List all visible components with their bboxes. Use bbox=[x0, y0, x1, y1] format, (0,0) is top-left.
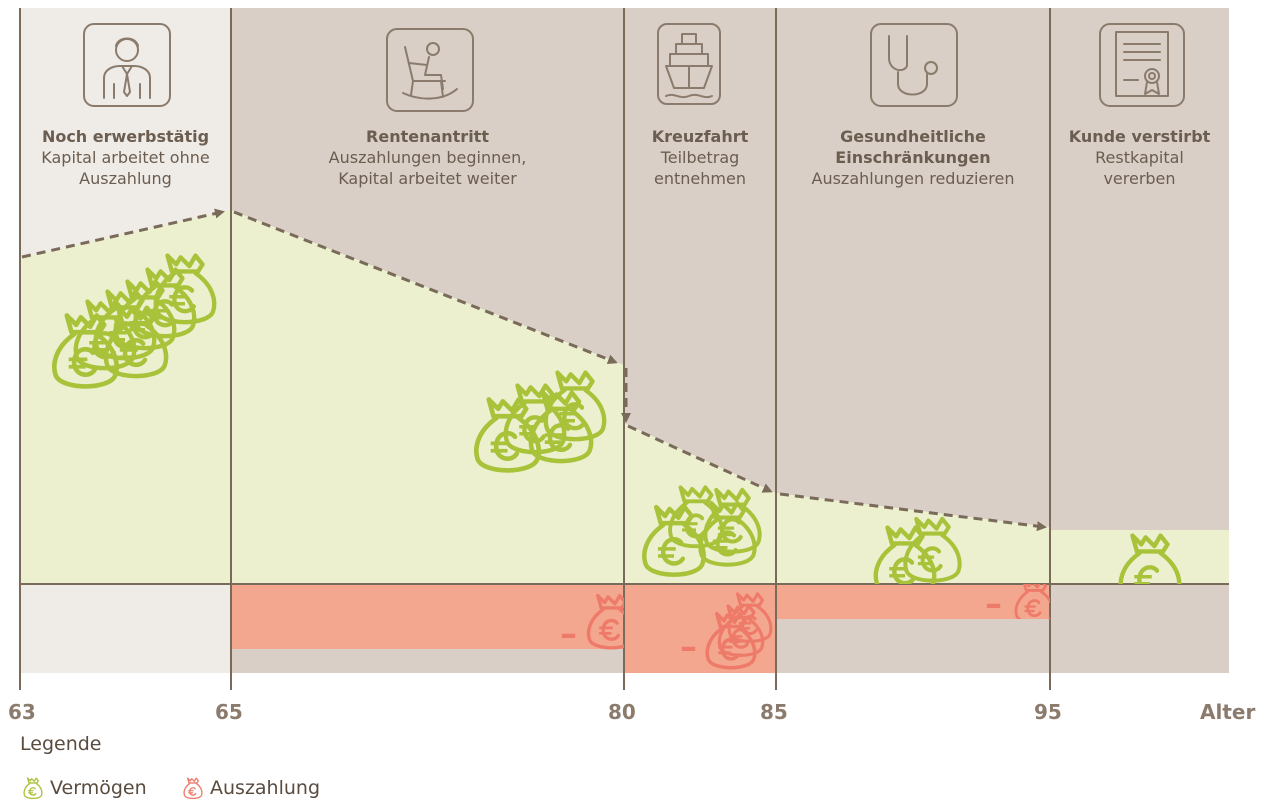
axis-tick-95: 95 bbox=[1034, 700, 1062, 724]
trajectory-segment-2 bbox=[233, 210, 618, 365]
phase-description: Kapital arbeitet weiter bbox=[338, 169, 517, 188]
assets-area bbox=[20, 210, 1229, 584]
payout-area-65-80 bbox=[231, 584, 624, 649]
phase-description: Auszahlungen reduzieren bbox=[811, 169, 1015, 188]
phase-description: Auszahlung bbox=[79, 169, 172, 188]
phase-description: Auszahlungen beginnen, bbox=[328, 148, 527, 167]
axis-tick-65: 65 bbox=[215, 700, 243, 724]
stethoscope-icon bbox=[870, 23, 958, 107]
phase-title: Einschränkungen bbox=[835, 148, 991, 167]
minus-sign: – bbox=[680, 627, 697, 667]
money-bag-icon bbox=[182, 776, 204, 800]
legend-item-payout: Auszahlung bbox=[182, 776, 320, 800]
phase-description: Kapital arbeitet ohne bbox=[41, 148, 210, 167]
phase-working: Noch erwerbstätig Kapital arbeitet ohne … bbox=[20, 126, 231, 189]
trajectory-segment-4 bbox=[627, 424, 773, 493]
phase-description: Teilbetrag bbox=[660, 148, 740, 167]
phase-client-dies: Kunde verstirbt Restkapital vererben bbox=[1050, 126, 1229, 189]
phase-retirement-start: Rentenantritt Auszahlungen beginnen, Kap… bbox=[231, 126, 624, 189]
legend-item-assets: Vermögen bbox=[22, 776, 147, 800]
phase-icons bbox=[83, 23, 1185, 112]
trajectory-segment-1 bbox=[21, 208, 225, 259]
payout-area-85-95 bbox=[776, 584, 1050, 619]
worker-with-tie-icon bbox=[83, 23, 171, 107]
phase-title: Kunde verstirbt bbox=[1068, 127, 1211, 146]
phase-title: Rentenantritt bbox=[366, 127, 489, 146]
certificate-icon bbox=[1099, 23, 1185, 107]
phase-description: vererben bbox=[1103, 169, 1176, 188]
legend-label: Auszahlung bbox=[210, 777, 321, 799]
legend-label: Vermögen bbox=[50, 777, 147, 799]
phase-title: Noch erwerbstätig bbox=[41, 127, 210, 146]
axis-tick-85: 85 bbox=[760, 700, 788, 724]
phase-description: Restkapital bbox=[1095, 148, 1184, 167]
phase-title: Kreuzfahrt bbox=[651, 127, 749, 146]
phase-health-limitations: Gesundheitliche Einschränkungen Auszahlu… bbox=[776, 126, 1050, 189]
phase-title: Gesundheitliche bbox=[840, 127, 986, 146]
legend-title: Legende bbox=[20, 733, 102, 755]
asset-trajectory bbox=[21, 208, 1047, 532]
minus-sign: – bbox=[560, 614, 577, 654]
minus-sign: – bbox=[985, 584, 1002, 624]
payout-minus-signs: – – – bbox=[560, 584, 1002, 667]
phase-cruise: Kreuzfahrt Teilbetrag entnehmen bbox=[624, 126, 776, 189]
phase-description: entnehmen bbox=[654, 169, 746, 188]
cruise-ship-icon bbox=[657, 23, 721, 105]
rocking-chair-icon bbox=[386, 28, 474, 112]
money-bag-icon bbox=[22, 776, 44, 800]
phase-dividers bbox=[19, 8, 1051, 690]
axis-tick-63: 63 bbox=[8, 700, 36, 724]
axis-unit-label: Alter bbox=[1200, 700, 1256, 724]
axis-tick-80: 80 bbox=[608, 700, 636, 724]
